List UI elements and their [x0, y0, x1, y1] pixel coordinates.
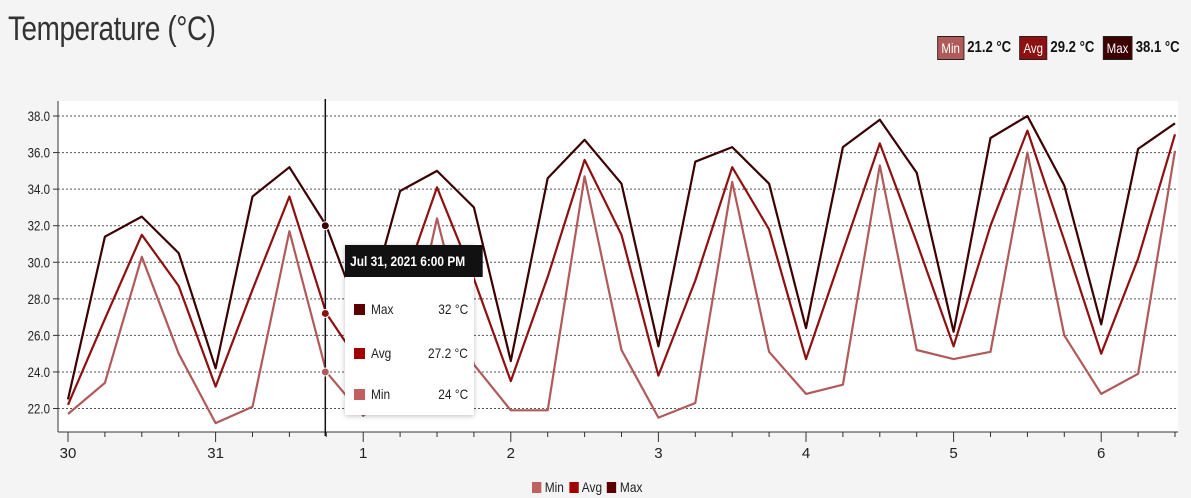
- tooltip-min-value: 24 °C: [438, 386, 468, 402]
- summary-avg-value: 29.2 °C: [1050, 39, 1095, 56]
- legend-avg-label: Avg: [581, 479, 603, 495]
- legend-item-max[interactable]: Max: [607, 479, 642, 495]
- tooltip-date: Jul 31, 2021 6:00 PM: [345, 245, 483, 277]
- summary-max-value: 38.1 °C: [1136, 39, 1181, 56]
- legend-item-min[interactable]: Min: [532, 479, 564, 495]
- hover-point-max: [320, 221, 330, 231]
- tooltip-min-name: Min: [371, 386, 391, 402]
- hover-point-min: [320, 367, 330, 377]
- x-tick-label: 5: [949, 445, 957, 462]
- y-tick-label: 38.0: [28, 108, 50, 124]
- chart-title: Temperature (°C): [8, 10, 216, 48]
- legend-item-avg[interactable]: Avg: [569, 479, 602, 495]
- y-tick-label: 34.0: [28, 181, 50, 197]
- x-tick-label: 6: [1097, 445, 1105, 462]
- summary-avg-badge: Avg: [1019, 36, 1048, 60]
- tooltip-avg-name: Avg: [371, 345, 392, 361]
- y-tick-label: 36.0: [28, 144, 50, 160]
- summary-min-badge: Min: [937, 36, 965, 60]
- plot-area: [58, 101, 1178, 432]
- y-tick-label: 24.0: [28, 364, 50, 380]
- tooltip-row-min: Min 24 °C: [354, 385, 468, 403]
- hover-point-avg: [320, 308, 330, 318]
- chart-legend: Min Avg Max: [532, 479, 642, 495]
- legend-max-swatch: [607, 481, 617, 493]
- y-tick-label: 30.0: [28, 254, 50, 270]
- x-tick-label: 31: [207, 445, 224, 462]
- x-tick-label: 2: [507, 445, 515, 462]
- tooltip-min-swatch: [354, 388, 365, 400]
- summary-badges: Min 21.2 °C Avg 29.2 °C Max 38.1 °C: [937, 36, 1185, 60]
- summary-min-value: 21.2 °C: [967, 39, 1012, 56]
- tooltip-row-max: Max 32 °C: [354, 300, 468, 318]
- x-tick-label: 4: [802, 445, 810, 462]
- series-line-min: [67, 150, 1177, 425]
- y-tick-label: 22.0: [28, 400, 50, 416]
- tooltip-max-value: 32 °C: [438, 301, 468, 317]
- tooltip-row-avg: Avg 27.2 °C: [354, 344, 468, 362]
- x-tick-label: 1: [359, 445, 367, 462]
- tooltip-avg-swatch: [354, 347, 365, 359]
- tooltip-max-swatch: [354, 303, 365, 315]
- tooltip-max-name: Max: [371, 301, 394, 317]
- y-tick-label: 26.0: [28, 327, 50, 343]
- legend-avg-swatch: [569, 481, 579, 493]
- tooltip-avg-value: 27.2 °C: [428, 345, 468, 361]
- temperature-chart[interactable]: 38.036.034.032.030.028.026.024.022.030 31…: [0, 0, 1191, 470]
- legend-min-label: Min: [544, 479, 564, 495]
- series-line-max: [66, 114, 1176, 400]
- y-tick-label: 28.0: [28, 291, 50, 307]
- hover-tooltip: Jul 31, 2021 6:00 PM Max 32 °C Avg 27.2 …: [345, 245, 483, 415]
- y-tick-label: 32.0: [28, 218, 50, 234]
- x-tick-label: 30: [60, 445, 77, 462]
- legend-min-swatch: [532, 481, 542, 493]
- series-line-avg: [66, 129, 1177, 406]
- legend-max-label: Max: [619, 479, 643, 495]
- x-tick-label: 3: [654, 445, 662, 462]
